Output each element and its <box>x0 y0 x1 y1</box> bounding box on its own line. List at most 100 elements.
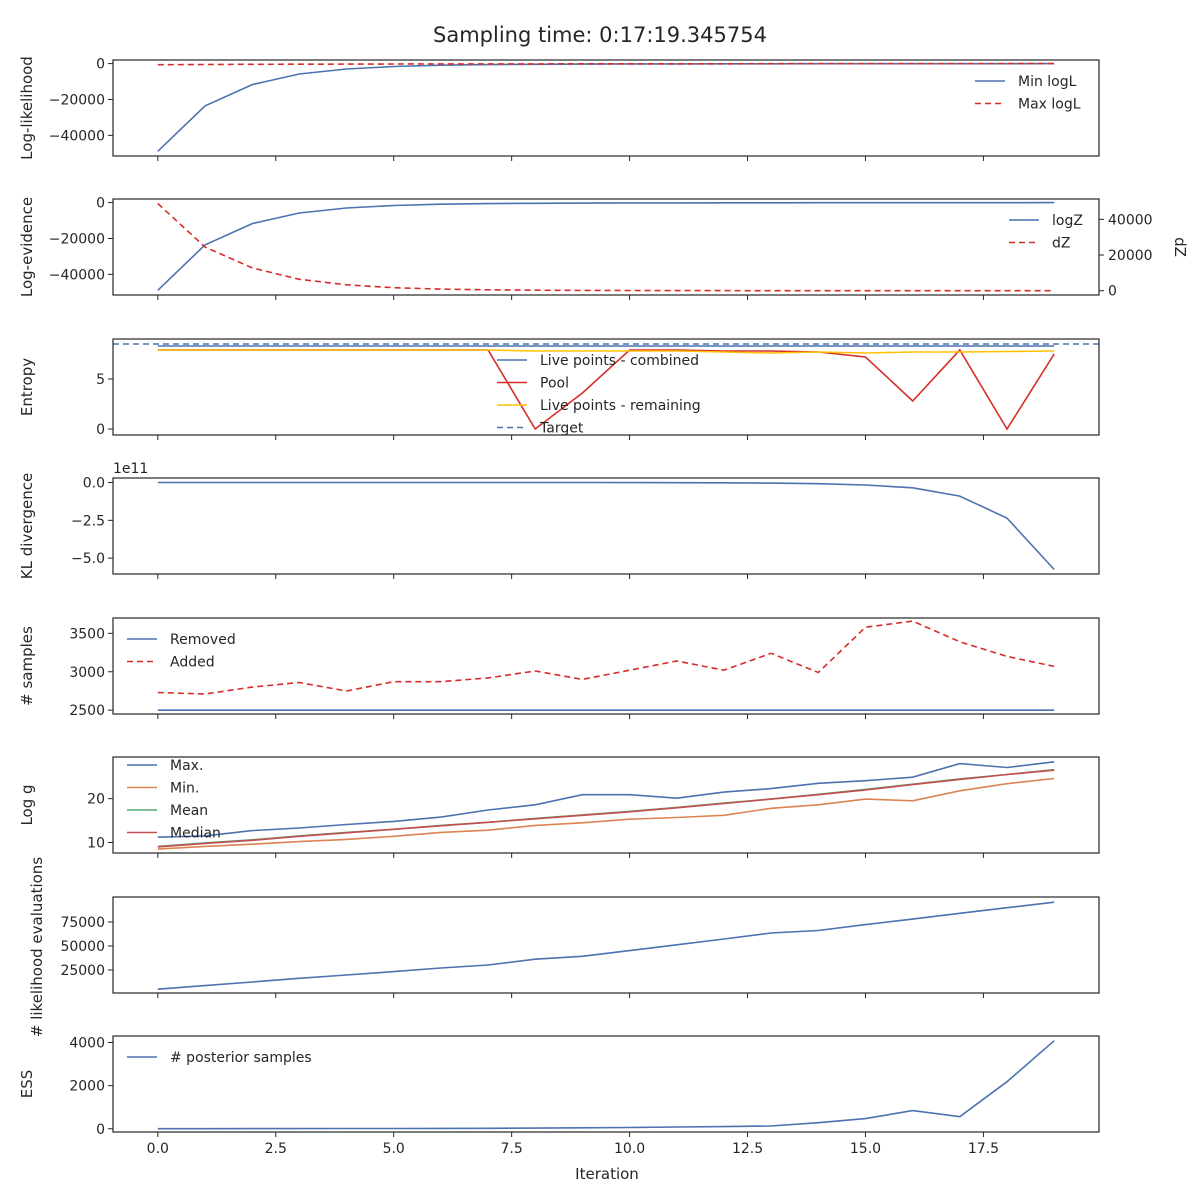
series-line-data <box>157 901 1055 990</box>
y-axis-label: Log-likelihood <box>18 56 36 160</box>
figure-title: Sampling time: 0:17:19.345754 <box>433 23 767 47</box>
plot-area <box>157 901 1055 990</box>
y-tick-label: 10 <box>87 835 105 851</box>
y-tick-label: 3000 <box>69 665 105 681</box>
series-line-mean <box>157 768 1055 848</box>
x-tick-label: 17.5 <box>968 1141 999 1157</box>
x-tick-label: 12.5 <box>732 1141 763 1157</box>
legend-label: # posterior samples <box>170 1050 312 1066</box>
y-right-tick-label: 40000 <box>1108 212 1153 228</box>
plot-area <box>157 620 1055 712</box>
legend-label: Removed <box>170 632 236 648</box>
y-tick-label: 2000 <box>69 1079 105 1095</box>
axes-frame <box>112 1035 1100 1133</box>
y-axis-label: Entropy <box>18 358 36 416</box>
plot-area <box>113 343 1099 431</box>
y-tick-label: −40000 <box>49 267 105 283</box>
y-axis-label: KL divergence <box>18 473 36 579</box>
y-tick-label: −2.5 <box>71 513 105 529</box>
legend-label: Min. <box>170 781 199 797</box>
y-offset-text: 1e11 <box>113 461 148 477</box>
y-tick-label: 25000 <box>60 963 105 979</box>
y-tick-label: 2500 <box>69 703 105 719</box>
series-line-data <box>157 481 1055 571</box>
legend-label: Target <box>539 421 584 437</box>
legend-label: Median <box>170 826 221 842</box>
y-tick-label: −40000 <box>49 128 105 144</box>
y-axis-label: # likelihood evaluations <box>28 857 46 1037</box>
y-tick-label: −20000 <box>49 231 105 247</box>
plot-area <box>157 201 1055 292</box>
legend-label: Pool <box>540 376 569 392</box>
y-right-axis-label: dZ <box>1171 237 1189 257</box>
series-line-live-points-remaining <box>157 349 1055 354</box>
x-tick-label: 2.5 <box>265 1141 287 1157</box>
x-tick-label: 5.0 <box>383 1141 405 1157</box>
y-right-tick-label: 20000 <box>1108 248 1153 264</box>
y-tick-label: 75000 <box>60 915 105 931</box>
legend-label: Max logL <box>1018 97 1081 113</box>
legend-label: Max. <box>170 758 203 774</box>
axes-frame <box>112 756 1100 854</box>
axes-frame <box>112 896 1100 994</box>
plot-area <box>157 62 1055 152</box>
axes-frame <box>112 477 1100 575</box>
plot-area <box>157 761 1055 850</box>
axes-frame <box>112 59 1100 157</box>
panel-6: 25000 50000 75000 # likelihood evaluations <box>28 857 1100 1037</box>
y-tick-label: 50000 <box>60 939 105 955</box>
legend-label: Mean <box>170 803 208 819</box>
axes-frame <box>112 338 1100 436</box>
y-tick-label: 0 <box>96 422 105 438</box>
panel-7: 0 2000 4000 0.0 2.5 5.0 7.5 10.0 12.5 15.0 17.5 ESS… <box>18 1035 1100 1157</box>
y-tick-label: 20 <box>87 792 105 808</box>
legend: logZ dZ <box>1009 213 1083 252</box>
x-tick-label: 7.5 <box>501 1141 523 1157</box>
legend-label: Live points - combined <box>540 353 699 369</box>
legend: Max. Min. Mean Median <box>127 758 221 842</box>
y-tick-label: −5.0 <box>71 551 105 567</box>
panel-3: 0.0 −2.5 −5.0 KL divergence 1e11 <box>18 461 1100 579</box>
legend-label: logZ <box>1052 213 1083 229</box>
y-tick-label: 0 <box>96 196 105 212</box>
series-line-min-logl <box>157 62 1055 152</box>
y-tick-label: 0 <box>96 57 105 73</box>
series-line-max- <box>157 761 1055 838</box>
panel-5: 10 20 Log g Max. Min. Mean Median <box>18 756 1100 858</box>
x-tick-label: 15.0 <box>850 1141 881 1157</box>
plot-area <box>157 481 1055 571</box>
legend-label: Live points - remaining <box>540 398 701 414</box>
y-axis-label: # samples <box>18 626 36 706</box>
x-tick-label: 0.0 <box>147 1141 169 1157</box>
y-tick-label: 0 <box>96 1122 105 1138</box>
y-tick-label: −20000 <box>49 92 105 108</box>
y-tick-label: 5 <box>96 372 105 388</box>
plot-area <box>157 1040 1055 1130</box>
legend: Removed Added <box>127 632 236 671</box>
series-line-added <box>157 620 1055 695</box>
series-line-min- <box>157 777 1055 850</box>
legend: # posterior samples <box>127 1050 312 1066</box>
x-axis-label: Iteration <box>575 1165 639 1183</box>
y-axis-label: ESS <box>18 1070 36 1099</box>
series-line-dz <box>157 202 1055 292</box>
series-line-logz <box>157 201 1055 291</box>
panel-1: 0 −20000 −40000 0 20000 40000 dZ Log-evidence lo… <box>18 196 1189 300</box>
legend-label: dZ <box>1052 236 1070 252</box>
series-line--posterior-samples <box>157 1040 1055 1130</box>
x-tick-label: 10.0 <box>614 1141 645 1157</box>
legend-label: Min logL <box>1018 74 1077 90</box>
y-axis-label: Log-evidence <box>18 197 36 297</box>
axes-frame <box>112 617 1100 715</box>
panel-0: 0 −20000 −40000 Log-likelihood Min logL Max l… <box>18 56 1100 161</box>
axes-frame <box>112 198 1100 296</box>
legend-label: Added <box>170 655 215 671</box>
legend: Live points - combined Pool Live points - … <box>497 353 701 437</box>
y-right-tick-label: 0 <box>1108 284 1117 300</box>
panel-4: 2500 3000 3500 # samples Removed Added <box>18 617 1100 719</box>
y-axis-label: Log g <box>18 784 36 825</box>
series-line-median <box>157 769 1055 848</box>
panels: 0 −20000 −40000 Log-likelihood Min logL Max l… <box>18 56 1189 1157</box>
